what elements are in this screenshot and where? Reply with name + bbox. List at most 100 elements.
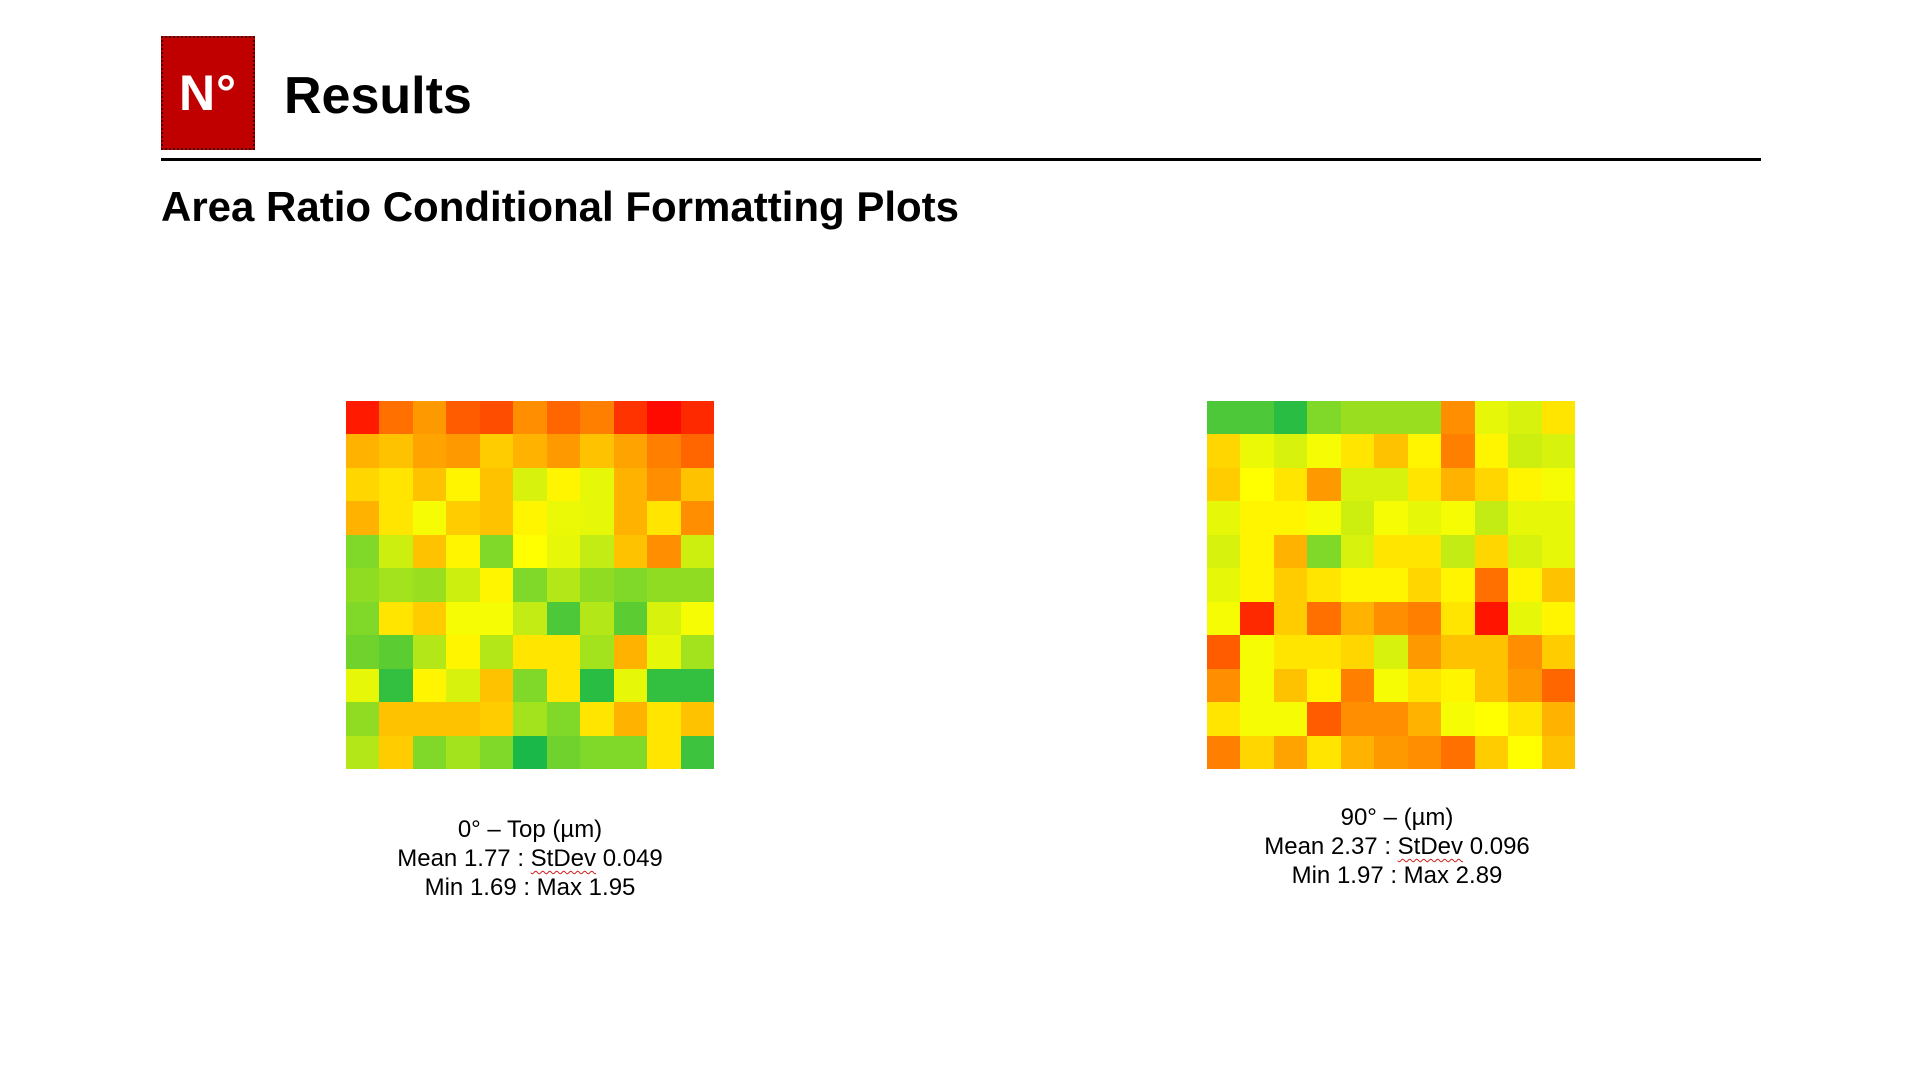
heatmap-cell-4-1 [379,534,413,569]
heatmap-cell-1-0 [1207,434,1241,468]
heatmap-cell-6-9 [1508,601,1542,636]
heatmap-cell-10-9 [647,735,681,769]
heatmap-cell-3-5 [1374,501,1408,535]
heatmap-cell-10-5 [513,735,547,769]
heatmap-cell-5-1 [379,568,413,602]
heatmap-cell-0-10 [680,401,714,435]
heatmap-cell-8-8 [1474,668,1509,703]
heatmap-cell-1-1 [1240,434,1274,468]
heatmap-cell-3-2 [1273,501,1308,535]
heatmap-cell-0-2 [1273,401,1308,435]
heatmap-cell-10-7 [1441,735,1475,769]
brand-logo: N° [161,36,255,150]
heatmap-cell-1-10 [1541,434,1575,468]
heatmap-cell-0-0 [1207,401,1241,435]
heatmap-cell-8-8 [613,668,648,703]
heatmap-cell-3-1 [1240,501,1274,535]
heatmap-cell-3-5 [513,501,547,535]
heatmap-cell-10-7 [580,735,614,769]
heatmap-cell-0-5 [1374,401,1408,435]
heatmap-cell-6-10 [680,601,714,636]
heatmap-cell-0-4 [1340,401,1375,435]
heatmap-cell-7-5 [1374,635,1408,669]
heatmap-cell-9-5 [1374,702,1408,736]
heatmap-cell-1-5 [513,434,547,468]
heatmap-cell-5-1 [1240,568,1274,602]
heatmap-cell-4-9 [647,534,681,569]
heatmap-cell-4-8 [1474,534,1509,569]
heatmap-cell-1-1 [379,434,413,468]
heatmap-cell-5-0 [346,568,380,602]
heatmap-cell-8-3 [1307,668,1341,703]
heatmap-cell-10-4 [1340,735,1375,769]
heatmap-cell-5-6 [546,568,581,602]
heatmap-cell-10-6 [546,735,581,769]
heatmap-cell-4-4 [479,534,514,569]
heatmap-cell-8-7 [1441,668,1475,703]
heatmap-cell-4-0 [346,534,380,569]
heatmap-cell-4-2 [412,534,447,569]
heatmap-cell-5-4 [479,568,514,602]
heatmap-cell-5-2 [1273,568,1308,602]
heatmap-cell-1-4 [479,434,514,468]
heatmap-cell-2-8 [1474,467,1509,502]
heatmap-cell-3-3 [1307,501,1341,535]
heatmap-cell-6-2 [1273,601,1308,636]
heatmap-cell-9-7 [1441,702,1475,736]
heatmap-cell-5-5 [513,568,547,602]
heatmap-cell-4-4 [1340,534,1375,569]
heatmap-cell-0-1 [379,401,413,435]
heatmap-cell-10-9 [1508,735,1542,769]
heatmap-cell-6-2 [412,601,447,636]
heatmap-cell-3-10 [1541,501,1575,535]
heatmap-cell-8-2 [1273,668,1308,703]
heatmap-cell-10-8 [613,735,648,769]
heatmap-cell-2-4 [479,467,514,502]
heatmap-cell-5-9 [1508,568,1542,602]
heatmap-cell-5-9 [647,568,681,602]
heatmap-cell-5-10 [1541,568,1575,602]
heatmap-cell-9-7 [580,702,614,736]
heatmap-cell-0-9 [647,401,681,435]
heatmap-cell-8-9 [1508,668,1542,703]
heatmap-cell-0-3 [1307,401,1341,435]
heatmap-cell-5-6 [1407,568,1442,602]
heatmap-cell-0-10 [1541,401,1575,435]
heatmap-cell-2-2 [412,467,447,502]
heatmap-cell-0-8 [1474,401,1509,435]
heatmap-cell-4-10 [1541,534,1575,569]
heatmap-cell-10-6 [1407,735,1442,769]
header-divider [161,158,1761,161]
heatmap-90-stdev-label: StDev [1397,833,1464,860]
heatmap-0-title: 0° – Top (µm) [457,816,603,843]
heatmap-cell-7-0 [1207,635,1241,669]
heatmap-cell-2-4 [1340,467,1375,502]
heatmap-cell-7-8 [613,635,648,669]
heatmap-cell-10-0 [1207,735,1241,769]
heatmap-cell-4-2 [1273,534,1308,569]
heatmap-cell-7-9 [1508,635,1542,669]
heatmap-cell-2-7 [1441,467,1475,502]
heatmap-cell-5-7 [580,568,614,602]
heatmap-cell-7-10 [680,635,714,669]
heatmap-cell-9-3 [446,702,480,736]
heatmap-cell-3-2 [412,501,447,535]
heatmap-cell-8-1 [379,668,413,703]
heatmap-cell-4-10 [680,534,714,569]
heatmap-cell-9-1 [1240,702,1274,736]
heatmap-cell-7-3 [1307,635,1341,669]
heatmap-cell-9-6 [1407,702,1442,736]
heatmap-cell-2-6 [1407,467,1442,502]
heatmap-cell-6-3 [1307,601,1341,636]
heatmap-cell-0-0 [346,401,380,435]
heatmap-cell-6-7 [1441,601,1475,636]
heatmap-cell-8-3 [446,668,480,703]
heatmap-cell-8-0 [346,668,380,703]
heatmap-cell-1-9 [647,434,681,468]
heatmap-cell-5-8 [613,568,648,602]
heatmap-cell-7-5 [513,635,547,669]
heatmap-cell-9-10 [1541,702,1575,736]
heatmap-cell-8-10 [680,668,714,703]
heatmap-0-mean: Mean 1.77 [397,845,511,872]
heatmap-cell-9-2 [1273,702,1308,736]
